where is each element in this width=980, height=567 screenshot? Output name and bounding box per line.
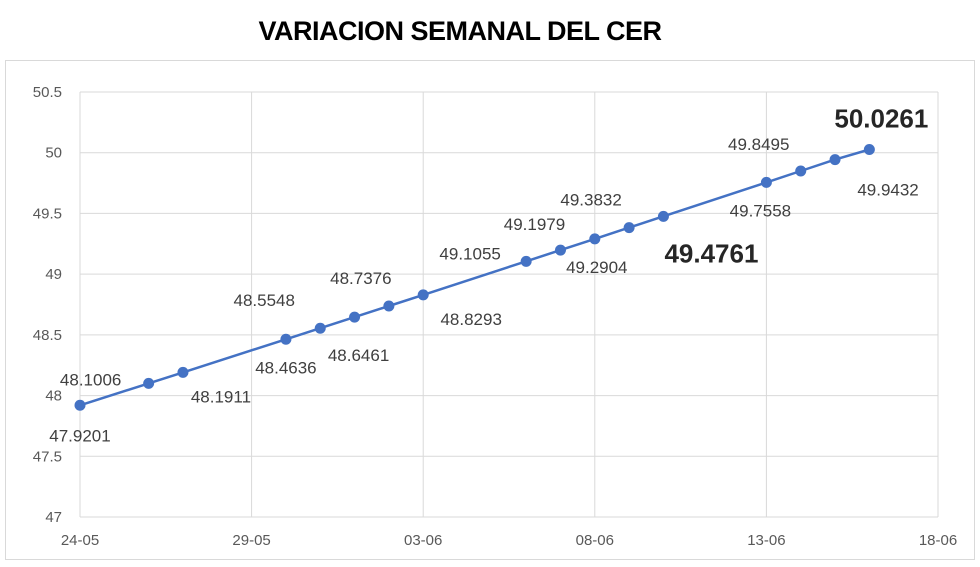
data-point — [760, 176, 772, 188]
data-point — [795, 165, 807, 177]
x-tick-label: 29-05 — [232, 532, 270, 549]
grid-lines — [79, 91, 939, 518]
data-label: 48.8293 — [440, 310, 501, 329]
data-point — [349, 311, 361, 323]
data-label: 49.1055 — [439, 244, 500, 263]
data-label: 49.8495 — [728, 135, 789, 154]
data-point — [280, 333, 292, 345]
data-point — [623, 222, 635, 234]
data-point — [863, 144, 875, 156]
data-point — [829, 154, 841, 166]
data-point — [143, 377, 155, 389]
data-point — [554, 244, 566, 256]
x-tick-label: 18-06 — [919, 532, 957, 549]
y-tick-label: 47.5 — [33, 448, 62, 465]
data-points — [74, 144, 875, 411]
data-point — [383, 300, 395, 312]
data-label: 48.7376 — [330, 269, 391, 288]
data-point — [177, 366, 189, 378]
data-label: 48.1911 — [191, 387, 251, 406]
y-tick-label: 48.5 — [33, 327, 62, 344]
chart-title: VARIACION SEMANAL DEL CER — [258, 16, 662, 46]
y-tick-label: 48 — [45, 388, 62, 405]
data-label: 48.1006 — [60, 370, 121, 389]
x-tick-label: 13-06 — [747, 532, 785, 549]
data-label: 49.4761 — [664, 238, 758, 268]
data-label: 48.4636 — [255, 358, 316, 377]
y-tick-label: 50 — [45, 145, 62, 162]
data-point — [417, 289, 429, 301]
data-label: 49.1979 — [504, 215, 565, 234]
x-tick-label: 03-06 — [404, 532, 442, 549]
y-tick-label: 49 — [45, 266, 62, 283]
data-point — [657, 210, 669, 222]
data-point — [314, 322, 326, 334]
data-point — [74, 399, 86, 411]
x-tick-label: 24-05 — [61, 532, 99, 549]
data-label: 47.9201 — [49, 426, 110, 445]
series-line — [79, 148, 870, 407]
data-label: 49.7558 — [730, 201, 791, 220]
y-tick-label: 49.5 — [33, 205, 62, 222]
data-point — [589, 233, 601, 245]
series-line-path — [79, 148, 870, 407]
y-tick-label: 47 — [45, 509, 62, 526]
data-point — [520, 255, 532, 267]
data-label: 49.9432 — [857, 181, 918, 200]
data-label: 49.3832 — [560, 191, 621, 210]
x-tick-label: 08-06 — [576, 532, 614, 549]
data-label: 48.6461 — [328, 346, 389, 365]
data-label: 48.5548 — [234, 291, 295, 310]
y-tick-label: 50.5 — [33, 84, 62, 101]
data-label: 49.2904 — [566, 258, 627, 277]
chart-frame — [5, 60, 975, 560]
data-label: 50.0261 — [834, 104, 928, 134]
axis-labels: 47 47.5 48 48.5 49 49.5 50 50.5 24-05 29-05 03-06 0… — [33, 84, 957, 549]
